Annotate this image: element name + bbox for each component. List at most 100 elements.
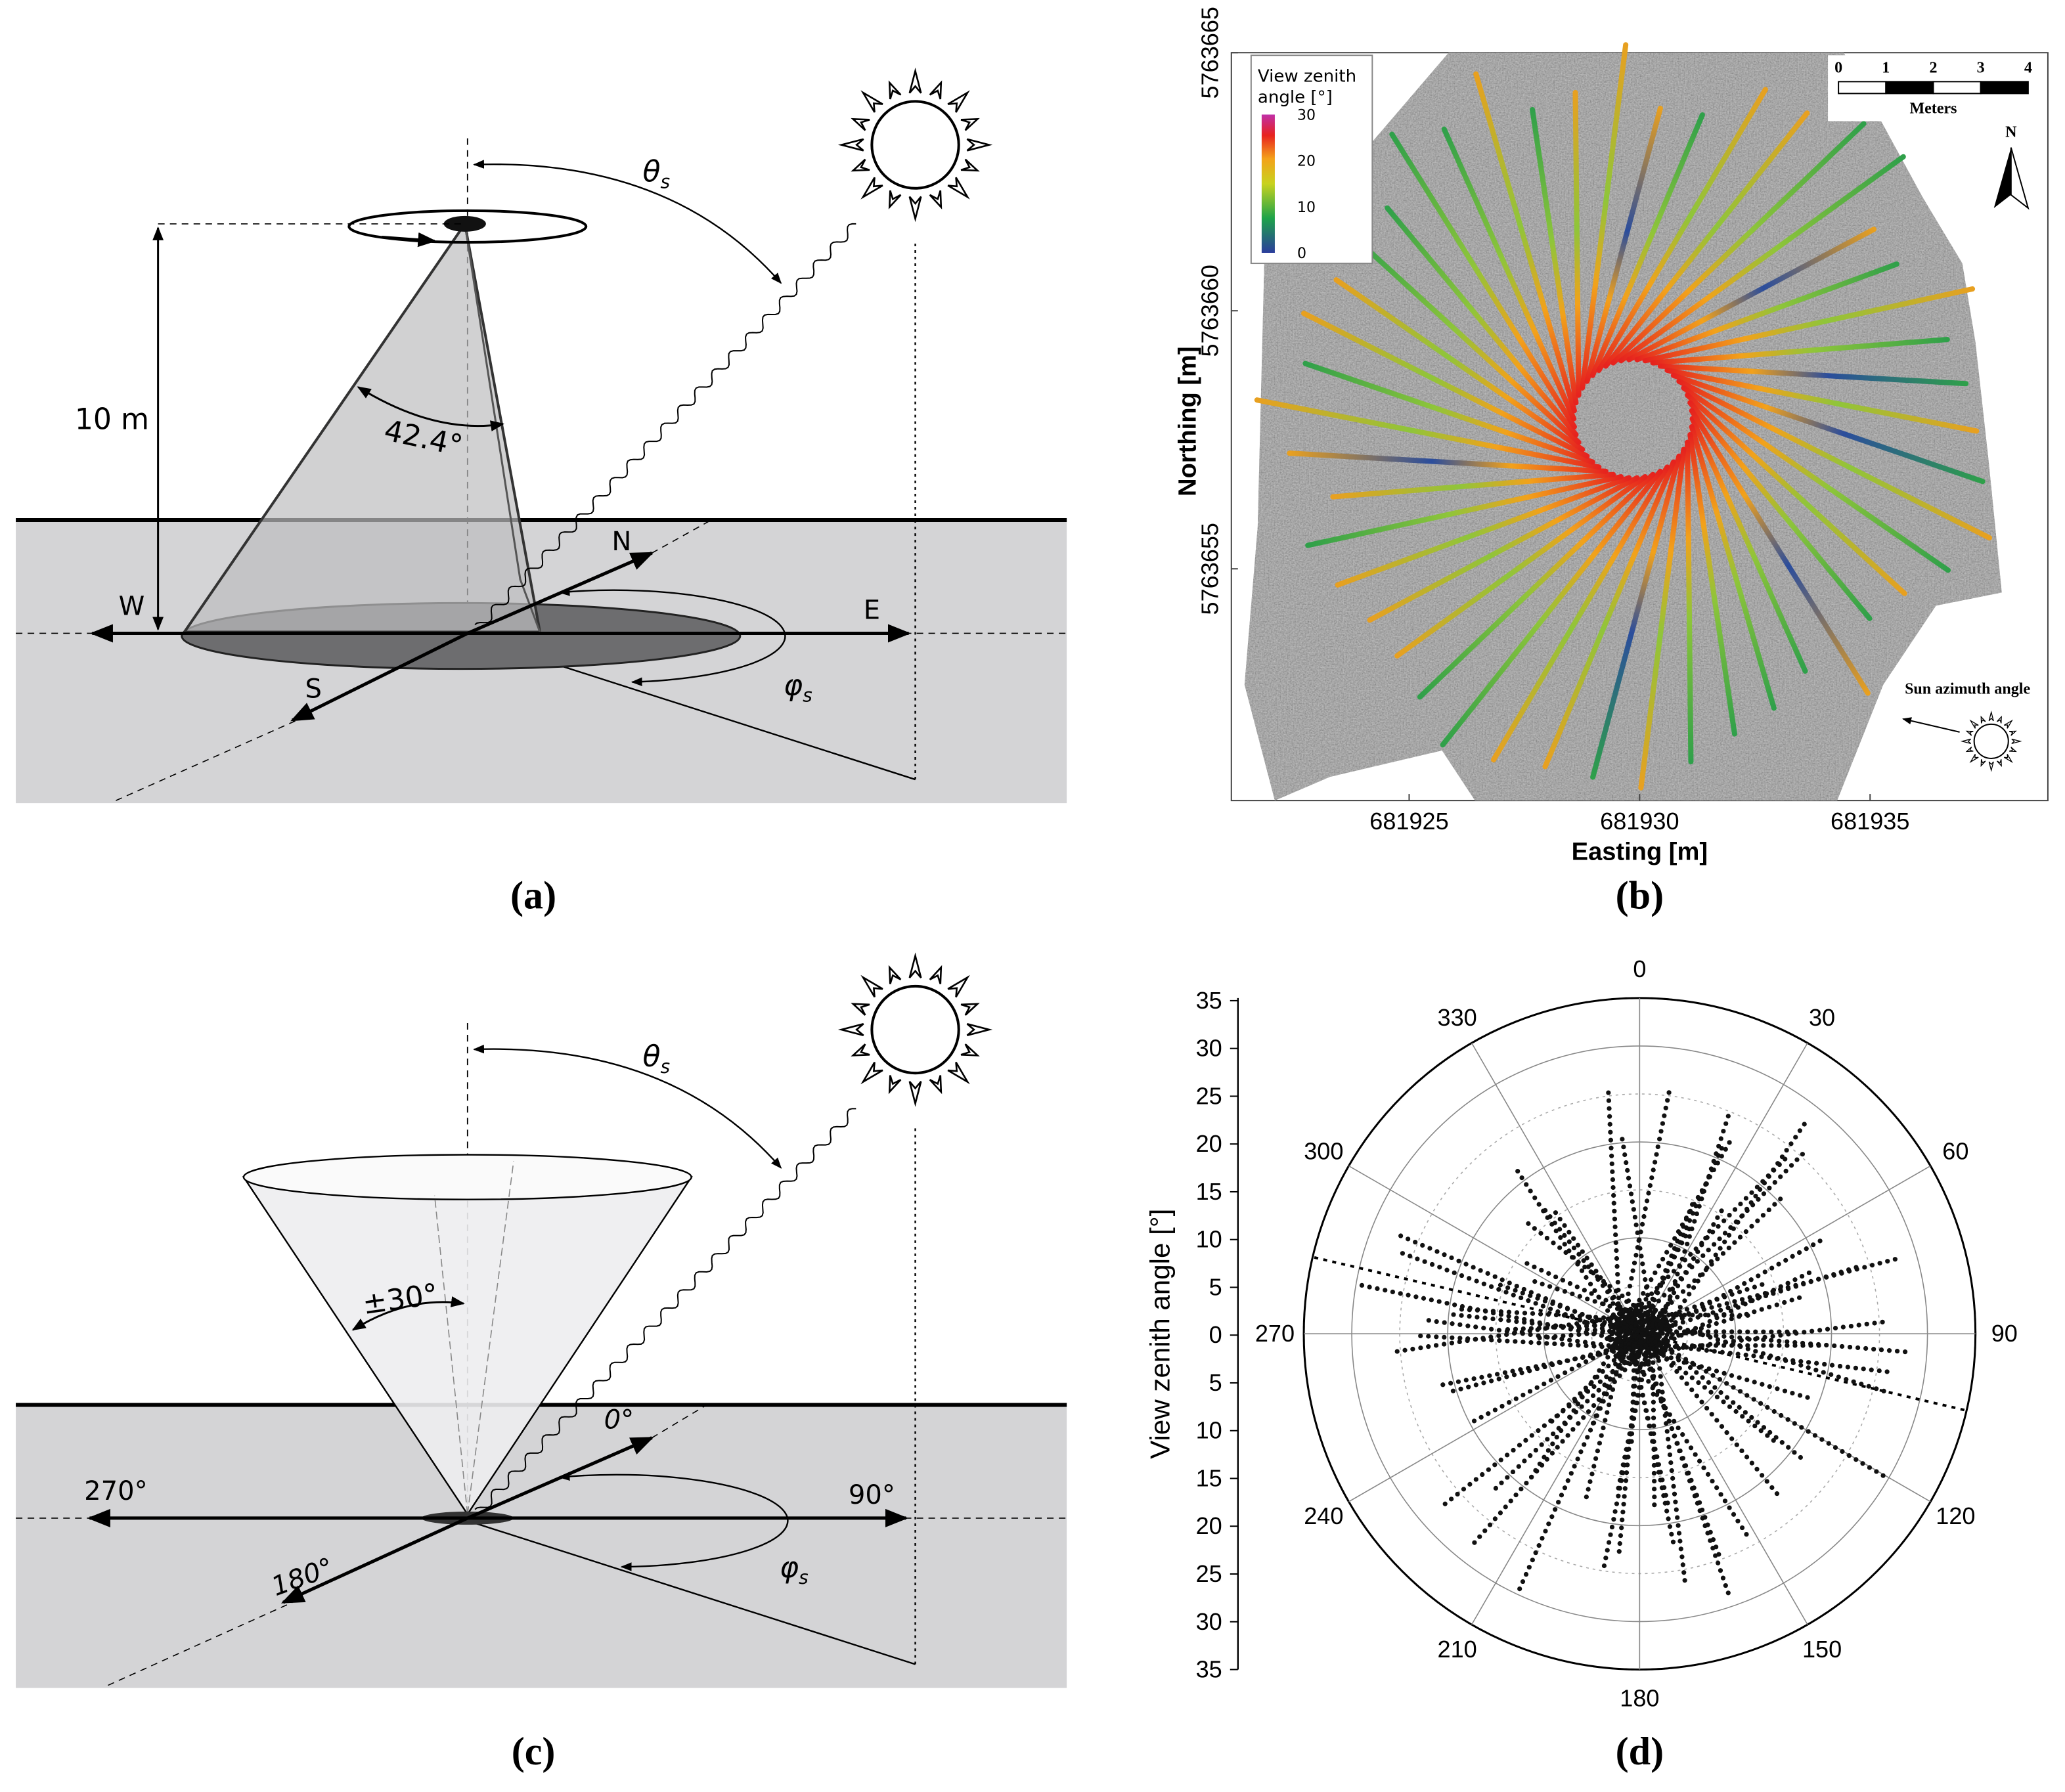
scan-dot: [1777, 1338, 1782, 1344]
scan-dot: [1721, 1334, 1727, 1339]
scan-dot: [1614, 1263, 1620, 1269]
scan-dot: [1585, 1399, 1590, 1404]
scan-dot: [1637, 1298, 1642, 1303]
scan-dot: [1664, 1269, 1670, 1274]
scan-dot: [1739, 1525, 1745, 1531]
x-tick-label: 681930: [1600, 808, 1679, 835]
scan-dot: [1760, 1282, 1765, 1287]
y-tick-label: 5: [1209, 1273, 1222, 1300]
scale-label: 0: [1834, 59, 1842, 76]
scan-dot: [1745, 1329, 1750, 1334]
scan-dot: [1714, 1418, 1720, 1423]
y-tick-label: 35: [1196, 987, 1222, 1014]
scan-dot: [1593, 1456, 1599, 1461]
spoke: [1471, 1333, 1641, 1625]
scan-dot: [1536, 1543, 1542, 1548]
scan-dot: [1668, 1460, 1674, 1466]
scan-dot: [1665, 1338, 1670, 1344]
scan-dot: [1570, 1255, 1576, 1260]
scan-dot: [1532, 1195, 1538, 1200]
scan-dot: [1831, 1272, 1836, 1277]
scan-dot: [1545, 1322, 1550, 1327]
scan-dot: [1441, 1342, 1447, 1347]
scan-dot: [1648, 1338, 1654, 1343]
scan-dot: [1745, 1313, 1750, 1318]
scan-dot: [1772, 1202, 1777, 1207]
scan-dot: [1742, 1280, 1747, 1286]
scan-dot: [1724, 1381, 1729, 1386]
scan-dot: [1756, 1196, 1761, 1202]
scan-dot: [1832, 1325, 1838, 1331]
scan-dot: [1639, 1361, 1645, 1366]
panel-label: (c): [512, 1730, 556, 1774]
y-tick-label: 0: [1209, 1321, 1222, 1348]
scan-dot: [1743, 1229, 1748, 1235]
sun-ray: [851, 118, 870, 131]
scan-dot: [1774, 1491, 1780, 1497]
scan-dot: [1743, 1352, 1748, 1358]
scan-dot: [1729, 1436, 1735, 1441]
scan-dot: [1398, 1233, 1404, 1238]
scan-dot: [1605, 1355, 1610, 1360]
y-tick-label: 35: [1196, 1656, 1222, 1683]
scan-dot: [1599, 1344, 1605, 1349]
scan-dot: [1659, 1396, 1664, 1401]
scan-dot: [1751, 1353, 1756, 1359]
scan-dot: [1638, 1339, 1644, 1344]
scan-dot: [1677, 1365, 1682, 1371]
scan-dot: [1582, 1320, 1588, 1325]
scan-dot: [1538, 1311, 1543, 1317]
scan-dot: [1656, 1298, 1662, 1303]
scan-dot: [1612, 1216, 1618, 1221]
scan-dot: [1799, 1425, 1804, 1430]
symbol: θ: [642, 156, 660, 189]
scan-dot: [1566, 1403, 1572, 1409]
scan-dot: [1492, 1516, 1498, 1521]
scan-dot: [1667, 1297, 1673, 1302]
angle-label: 0: [1633, 955, 1646, 982]
scan-dot: [1632, 1214, 1637, 1220]
scale-label: 1: [1882, 59, 1890, 76]
colorbar-label: 20: [1297, 154, 1316, 170]
flight-line: [1689, 416, 1808, 674]
scan-dot: [1514, 1319, 1519, 1324]
scan-dot: [1582, 1340, 1588, 1345]
scan-dot: [1608, 1129, 1613, 1135]
scan-dot: [1845, 1365, 1850, 1370]
scan-dot: [1611, 1358, 1617, 1363]
scan-dot: [1792, 1450, 1797, 1455]
sun-ray-wave: [474, 223, 856, 626]
scan-dot: [1542, 1381, 1547, 1387]
scan-dot: [1614, 1370, 1619, 1375]
sun-ray: [947, 1061, 970, 1085]
y-tick-label: 25: [1196, 1560, 1222, 1587]
scan-dot: [1760, 1473, 1765, 1478]
scan-dot: [1749, 1414, 1754, 1420]
scan-dot: [1514, 1284, 1519, 1289]
scan-dot: [1575, 1242, 1581, 1248]
panel-b: 681925 681930 681935 5763655 5763660 5763665 E…: [1174, 7, 2049, 865]
scan-dot: [1667, 1452, 1673, 1458]
scan-dot: [1806, 1360, 1811, 1365]
scan-dot: [1637, 1349, 1643, 1355]
scan-dot: [1585, 1296, 1590, 1301]
scan-dot: [1880, 1319, 1885, 1324]
scan-dot: [1607, 1288, 1612, 1294]
scan-dot: [1578, 1317, 1583, 1322]
scan-dot: [1536, 1340, 1542, 1345]
scan-dot: [1612, 1224, 1618, 1229]
sun-ray: [2003, 754, 2013, 764]
scan-dot: [1788, 1163, 1794, 1168]
scan-dot: [1549, 1514, 1555, 1519]
scan-dot: [1812, 1433, 1818, 1438]
scan-dot: [1658, 1470, 1663, 1475]
scan-dot: [1687, 1263, 1693, 1268]
scan-dot: [1642, 1400, 1647, 1406]
scan-dot: [1692, 1344, 1697, 1349]
scan-dot: [1727, 1351, 1733, 1356]
scan-dot: [1771, 1288, 1777, 1293]
scan-dot: [1884, 1369, 1890, 1374]
scan-dot: [1533, 1447, 1538, 1453]
scan-dot: [1624, 1160, 1629, 1166]
